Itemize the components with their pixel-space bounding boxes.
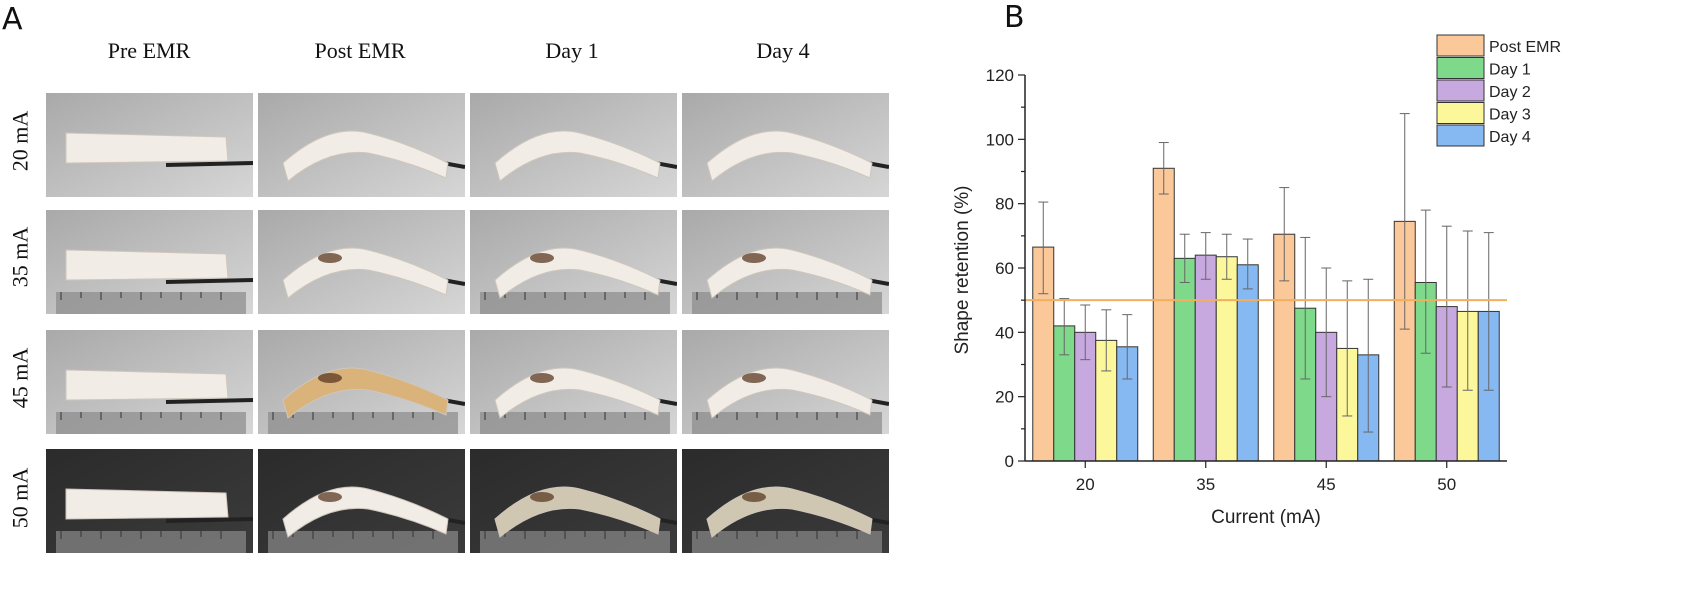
photo-35ma-day-1 xyxy=(470,210,677,314)
legend-swatch-day-3 xyxy=(1436,102,1485,124)
y-tick-label: 60 xyxy=(995,259,1014,278)
photo-20ma-day-1 xyxy=(470,93,677,197)
x-tick-label: 50 xyxy=(1437,475,1456,494)
photo-20ma-day-4 xyxy=(682,93,889,197)
legend-swatch-day-2 xyxy=(1436,79,1485,102)
photo-45ma-post-emr xyxy=(258,330,465,434)
column-heading-post-emr: Post EMR xyxy=(314,38,406,63)
legend-label-day-4: Day 4 xyxy=(1489,129,1531,146)
photo-20ma-pre-emr xyxy=(46,93,253,197)
column-heading-pre-emr: Pre EMR xyxy=(107,38,191,63)
photo-35ma-day-4 xyxy=(682,210,889,314)
bar-day-2-35 xyxy=(1194,254,1217,462)
bar-day-4-35 xyxy=(1236,264,1259,462)
photo-50ma-post-emr xyxy=(258,449,465,553)
photo-50ma-day-1 xyxy=(470,449,677,553)
y-tick-label: 20 xyxy=(995,388,1014,407)
photo-50ma-pre-emr xyxy=(46,449,253,553)
legend-label-post-emr: Post EMR xyxy=(1489,39,1561,56)
x-tick-label: 35 xyxy=(1196,475,1215,494)
panel-b-letter: B xyxy=(1004,0,1025,35)
y-tick-label: 0 xyxy=(1005,452,1014,471)
y-tick-label: 100 xyxy=(986,130,1014,149)
x-tick-label: 20 xyxy=(1076,475,1095,494)
legend-swatch-post-emr xyxy=(1436,34,1485,57)
legend-swatch-day-1 xyxy=(1436,57,1485,79)
photo-45ma-day-4 xyxy=(682,330,889,434)
y-axis-label: Shape retention (%) xyxy=(952,186,973,355)
y-tick-label: 120 xyxy=(986,66,1014,85)
photo-20ma-post-emr xyxy=(258,93,465,197)
photo-45ma-pre-emr xyxy=(46,330,253,434)
legend-label-day-1: Day 1 xyxy=(1489,62,1531,79)
legend-swatch-day-4 xyxy=(1436,124,1485,147)
photo-50ma-day-4 xyxy=(682,449,889,553)
y-tick-label: 80 xyxy=(995,195,1014,214)
x-axis-label: Current (mA) xyxy=(1211,507,1321,528)
column-heading-day-1: Day 1 xyxy=(545,38,599,63)
legend-label-day-2: Day 2 xyxy=(1489,84,1531,101)
bar-day-3-35 xyxy=(1215,256,1238,462)
photo-45ma-day-1 xyxy=(470,330,677,434)
column-heading-day-4: Day 4 xyxy=(756,38,810,63)
photo-35ma-post-emr xyxy=(258,210,465,314)
legend-label-day-3: Day 3 xyxy=(1489,107,1531,124)
x-tick-label: 45 xyxy=(1317,475,1336,494)
bar-post-emr-35 xyxy=(1152,167,1175,462)
panel-a-letter: A xyxy=(2,2,23,37)
y-tick-label: 40 xyxy=(995,323,1014,342)
bar-day-1-35 xyxy=(1173,257,1196,462)
photo-35ma-pre-emr xyxy=(46,210,253,314)
